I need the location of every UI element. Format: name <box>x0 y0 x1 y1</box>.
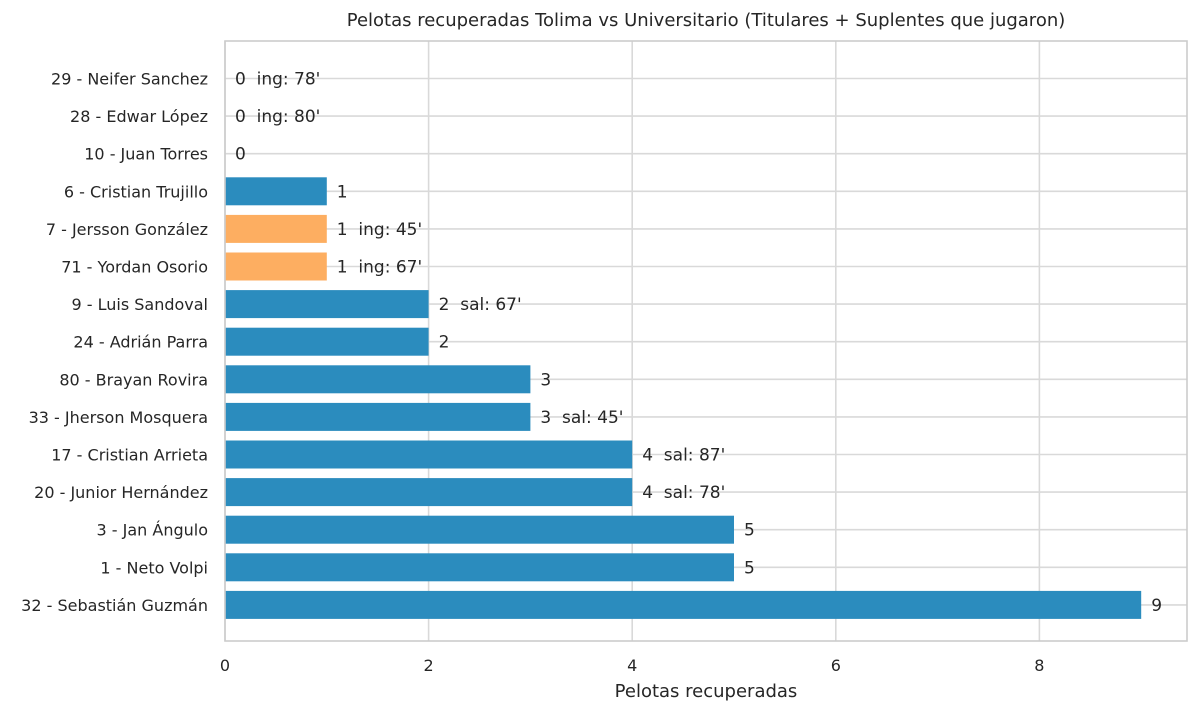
category-label: 1 - Neto Volpi <box>100 558 208 577</box>
category-label: 24 - Adrián Parra <box>73 333 208 352</box>
x-tick-label: 0 <box>220 656 230 675</box>
bar <box>225 478 633 507</box>
bar <box>225 440 633 469</box>
category-label: 80 - Brayan Rovira <box>59 370 208 389</box>
value-label: 4 sal: 78' <box>642 483 725 503</box>
plot-frame <box>224 40 1188 642</box>
category-label: 6 - Cristian Trujillo <box>64 182 208 201</box>
category-label: 7 - Jersson González <box>46 220 208 239</box>
bar <box>225 590 1142 619</box>
x-tick-label: 8 <box>1034 656 1044 675</box>
x-tick-label: 4 <box>627 656 637 675</box>
value-label: 4 sal: 87' <box>642 446 725 466</box>
bar <box>225 515 734 544</box>
category-label: 17 - Cristian Arrieta <box>51 446 208 465</box>
value-label: 0 ing: 80' <box>235 107 320 127</box>
value-label: 3 <box>540 370 551 390</box>
chart-title: Pelotas recuperadas Tolima vs Universita… <box>347 10 1066 31</box>
bar <box>225 365 531 394</box>
category-label: 71 - Yordan Osorio <box>61 258 208 277</box>
category-label: 32 - Sebastián Guzmán <box>21 596 208 615</box>
category-label: 9 - Luis Sandoval <box>71 295 208 314</box>
x-axis-ticks: 0 2 4 6 8 <box>220 656 1045 675</box>
x-tick-label: 2 <box>424 656 434 675</box>
value-label: 0 <box>235 145 246 165</box>
x-tick-label: 6 <box>831 656 841 675</box>
value-label: 2 <box>439 333 450 353</box>
bar <box>225 327 429 356</box>
category-labels: 29 - Neifer Sanchez 28 - Edwar López 10 - … <box>21 70 208 615</box>
category-label: 28 - Edwar López <box>70 107 208 126</box>
category-label: 33 - Jherson Mosquera <box>29 408 208 427</box>
value-label: 5 <box>744 558 755 578</box>
value-labels: 0 ing: 78' 0 ing: 80' 0 1 1 ing: 45' 1 ing: 6… <box>235 70 1162 616</box>
category-label: 29 - Neifer Sanchez <box>51 70 208 89</box>
category-label: 3 - Jan Ángulo <box>97 521 209 540</box>
bar <box>225 214 327 243</box>
bar <box>225 553 734 582</box>
value-label: 5 <box>744 521 755 541</box>
value-label: 1 ing: 67' <box>337 258 422 278</box>
bar <box>225 290 429 319</box>
bars <box>225 177 1142 619</box>
value-label: 1 <box>337 182 348 202</box>
value-label: 1 ing: 45' <box>337 220 422 240</box>
bar <box>225 402 531 431</box>
value-label: 3 sal: 45' <box>540 408 623 428</box>
category-label: 10 - Juan Torres <box>84 145 208 164</box>
bar <box>225 177 327 206</box>
x-axis-title: Pelotas recuperadas <box>615 681 798 702</box>
value-label: 2 sal: 67' <box>439 295 522 315</box>
category-label: 20 - Junior Hernández <box>34 483 208 502</box>
value-label: 9 <box>1151 596 1162 616</box>
bar <box>225 252 327 281</box>
value-label: 0 ing: 78' <box>235 70 320 90</box>
